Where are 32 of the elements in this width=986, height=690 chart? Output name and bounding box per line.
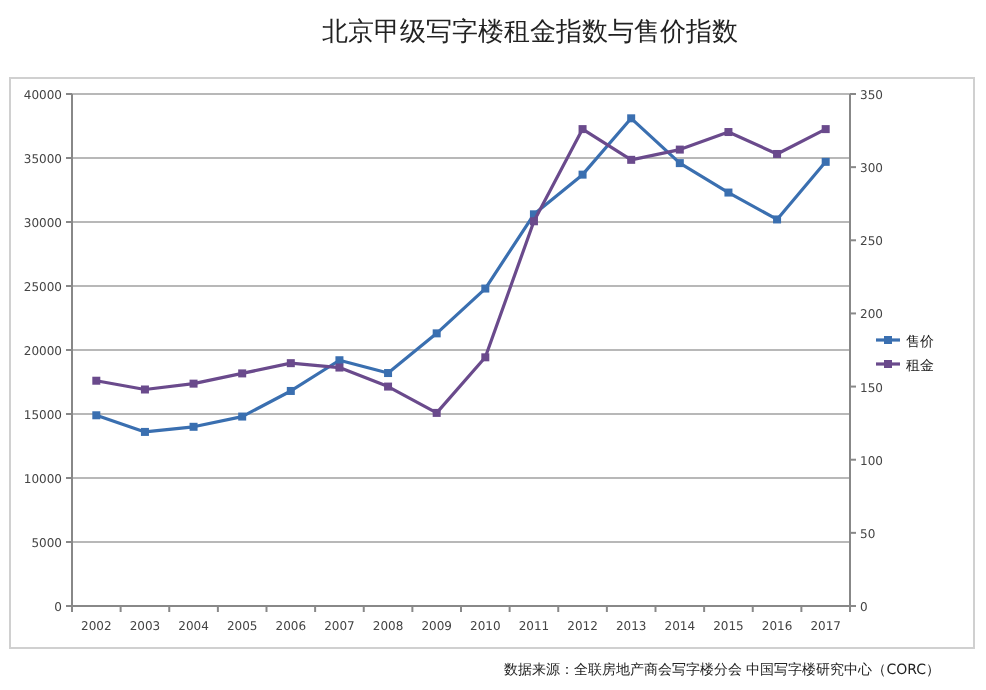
point	[92, 411, 101, 420]
point	[773, 215, 782, 224]
point	[773, 149, 782, 158]
point	[189, 379, 198, 388]
point	[189, 422, 198, 431]
point	[724, 188, 733, 197]
point	[578, 170, 587, 179]
point	[675, 145, 684, 154]
point	[481, 353, 490, 362]
point	[384, 382, 393, 391]
point	[578, 125, 587, 134]
point	[92, 376, 101, 385]
point	[529, 217, 538, 226]
point	[238, 369, 247, 378]
point	[724, 128, 733, 137]
point	[627, 114, 636, 123]
point	[286, 359, 295, 368]
point	[335, 363, 344, 372]
point	[140, 385, 149, 394]
point	[627, 155, 636, 164]
point	[335, 356, 344, 365]
point	[384, 369, 393, 378]
point	[238, 412, 247, 421]
point	[432, 408, 441, 417]
point	[821, 157, 830, 166]
chart-title: 北京甲级写字楼租金指数与售价指数	[322, 16, 738, 48]
point	[821, 125, 830, 134]
point	[286, 386, 295, 395]
point	[481, 284, 490, 293]
point	[675, 159, 684, 168]
point	[140, 427, 149, 436]
point	[432, 329, 441, 338]
